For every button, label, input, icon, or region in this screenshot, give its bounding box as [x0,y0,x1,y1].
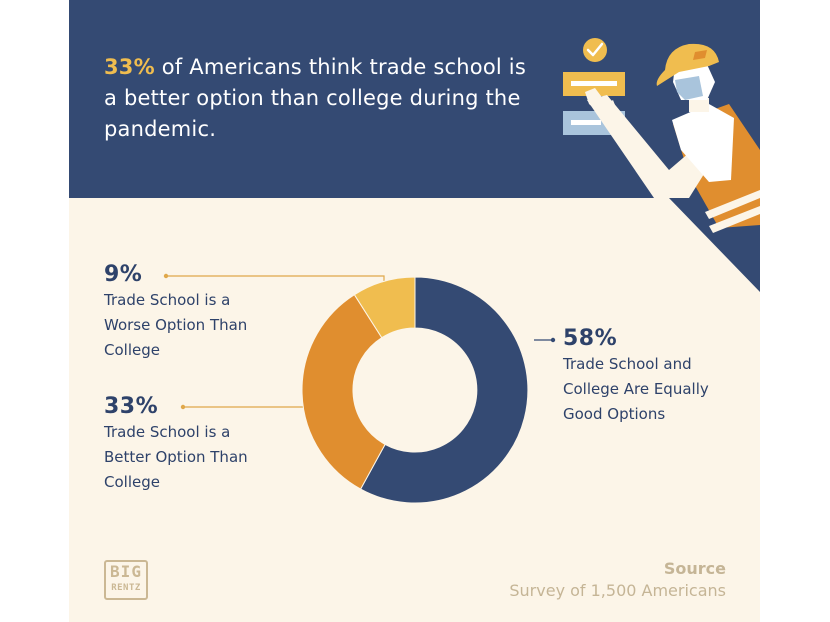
stat-pct: 9% [104,262,143,287]
leader-lines [166,275,385,408]
segment-worse-option [353,276,416,339]
worker-illustration [563,38,760,292]
checkmark-icon [583,38,607,62]
stat-desc-line: Good Options [563,405,666,423]
headline-highlight: 33% [104,55,155,79]
headline: 33% of Americans think trade school is a… [104,52,544,145]
logo-line-2: RENTZ [111,583,141,593]
stat-pct: 58% [563,326,618,351]
stat-pct: 33% [104,394,159,419]
source-title: Source [663,559,726,578]
stat-desc-line: College Are Equally [563,380,709,398]
infographic-card: 33% of Americans think trade school is a… [69,0,760,622]
stat-equally-good: 58% Trade School and College Are Equally… [563,326,709,427]
stat-desc-line: Trade School is a [104,423,231,441]
source-block: Source Survey of 1,500 Americans [509,558,726,602]
stat-better-option: 33% Trade School is a Better Option Than… [104,394,248,495]
segment-better-option [301,294,386,490]
source-text: Survey of 1,500 Americans [509,581,726,600]
stat-desc-line: College [104,473,160,491]
segment-equally-good [359,276,529,504]
bigrentz-logo: BIG RENTZ [104,560,148,600]
donut-chart [163,273,556,504]
stat-desc-line: Worse Option Than [104,316,248,334]
headline-text: of Americans think trade school is a bet… [104,55,526,141]
stat-desc-line: Trade School is a [104,291,231,309]
stat-desc-line: Trade School and [563,355,692,373]
stat-desc-line: Better Option Than [104,448,248,466]
stat-worse-option: 9% Trade School is a Worse Option Than C… [104,262,247,363]
logo-line-1: BIG [110,562,142,581]
stat-desc-line: College [104,341,160,359]
